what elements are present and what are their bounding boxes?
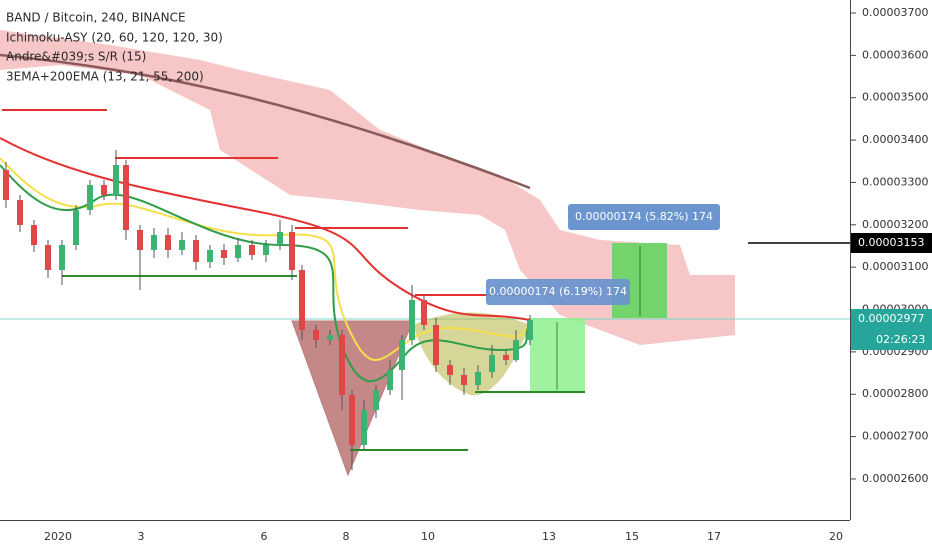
annotation-box <box>486 279 630 305</box>
price-label: 0.00003600 <box>862 48 928 61</box>
ema-13 <box>0 164 531 383</box>
time-label: 2020 <box>44 530 72 543</box>
price-label: 0.00002600 <box>862 472 928 485</box>
time-label: 20 <box>829 530 843 543</box>
last-price-badge <box>851 309 932 350</box>
price-axis-panel <box>850 0 932 550</box>
indicator-label: 3EMA+200EMA (13, 21, 55, 200) <box>6 70 204 84</box>
ema-200 <box>0 53 531 190</box>
annotation-box <box>568 204 720 230</box>
indicator-label: Andre&#039;s S/R (15) <box>6 50 146 64</box>
price-label: 0.00002700 <box>862 430 928 443</box>
price-label: 0.00003700 <box>862 6 928 19</box>
time-label: 8 <box>343 530 350 543</box>
indicator-label: Ichimoku-ASY (20, 60, 120, 120, 30) <box>6 31 223 45</box>
countdown: 02:26:23 <box>876 333 925 346</box>
ema-55 <box>0 137 531 321</box>
price-label: 0.00003100 <box>862 260 928 273</box>
marker-badge <box>851 233 932 253</box>
price-label: 0.00003400 <box>862 133 928 146</box>
cup-pattern <box>413 312 530 396</box>
ema-21 <box>0 157 531 361</box>
price-label: 0.00003300 <box>862 175 928 188</box>
time-label: 3 <box>138 530 145 543</box>
time-label: 17 <box>707 530 721 543</box>
time-label: 10 <box>421 530 435 543</box>
annotation: 0.00000174 (6.19%) 174 <box>489 285 627 298</box>
price-label: 0.00002800 <box>862 387 928 400</box>
time-label: 6 <box>261 530 268 543</box>
last-price: 0.00002977 <box>858 312 924 325</box>
sr-levels <box>2 109 585 451</box>
price-axis: 0.00003700 0.00003600 0.00003500 0.00003400… <box>851 6 928 485</box>
marker-price: 0.00003153 <box>858 236 924 249</box>
cloud <box>0 30 735 345</box>
price-label: 0.00003200 <box>862 218 928 231</box>
price-label: 0.00003500 <box>862 91 928 104</box>
time-label: 15 <box>625 530 639 543</box>
time-label: 13 <box>542 530 556 543</box>
symbol-title: BAND / Bitcoin, 240, BINANCE <box>6 11 186 25</box>
annotation: 0.00000174 (5.82%) 174 <box>575 210 713 223</box>
